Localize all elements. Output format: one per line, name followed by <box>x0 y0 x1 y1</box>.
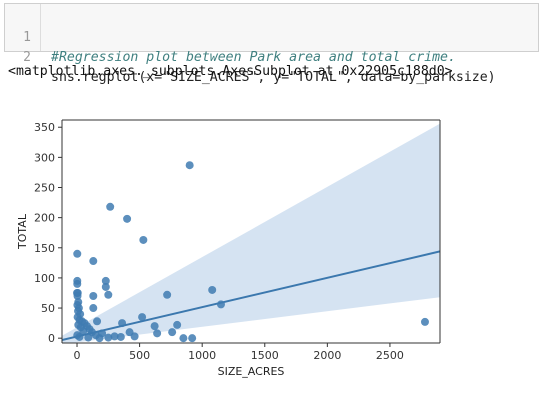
gutter-divider <box>40 4 41 51</box>
data-point <box>101 282 110 291</box>
code-cell[interactable]: 1 #Regression plot between Park area and… <box>4 3 539 85</box>
data-point <box>420 317 429 326</box>
y-tick-label: 0 <box>48 332 55 345</box>
data-point <box>89 291 98 300</box>
y-tick-label: 50 <box>41 302 55 315</box>
confidence-band-layer <box>62 123 440 343</box>
data-point <box>75 332 84 341</box>
data-point <box>185 161 194 170</box>
data-point <box>123 214 132 223</box>
data-point <box>104 333 113 342</box>
y-axis-label: TOTAL <box>16 213 29 250</box>
data-point <box>95 334 104 343</box>
data-point <box>153 329 162 338</box>
y-tick-label: 300 <box>34 151 55 164</box>
data-point <box>208 285 217 294</box>
x-tick-label: 1500 <box>251 349 279 362</box>
scatter-points-layer <box>73 161 429 343</box>
data-point <box>84 333 93 342</box>
data-point <box>89 304 98 313</box>
data-point <box>150 322 159 331</box>
data-point <box>101 276 110 285</box>
data-point <box>216 300 225 309</box>
code-comment[interactable]: #Regression plot between Park area and t… <box>51 50 456 65</box>
code-line: 2 sns.regplot(x="SIZE_ACRES", y="TOTAL",… <box>5 28 538 85</box>
line-number: 1 <box>23 30 31 45</box>
regression-chart: 0 500 1000 1500 2000 2500 0 50 100 150 200 250 300 35… <box>16 119 441 378</box>
data-point <box>130 332 139 341</box>
x-tick-label: 500 <box>129 349 150 362</box>
data-point <box>168 328 177 337</box>
data-point <box>110 332 119 341</box>
x-tick-label: 0 <box>74 349 81 362</box>
y-tick-label: 150 <box>34 242 55 255</box>
data-point <box>73 249 82 258</box>
x-axis-label: SIZE_ACRES <box>218 365 285 378</box>
data-point <box>188 334 197 343</box>
data-point <box>116 332 125 341</box>
data-point <box>139 235 148 244</box>
code-statement[interactable]: sns.regplot(x="SIZE_ACRES", y="TOTAL", d… <box>51 70 496 85</box>
y-tick-label: 100 <box>34 272 55 285</box>
line-number: 2 <box>23 50 31 65</box>
data-point <box>118 319 127 328</box>
data-point <box>173 320 182 329</box>
x-tick-label: 1000 <box>188 349 216 362</box>
y-tick-label: 250 <box>34 182 55 195</box>
data-point <box>79 326 88 335</box>
cell-output-text: <matplotlib.axes._subplots.AxesSubplot a… <box>8 64 453 79</box>
data-point <box>138 313 147 322</box>
x-tick-label: 2000 <box>313 349 341 362</box>
data-point <box>104 290 113 299</box>
y-tick-label: 200 <box>34 212 55 225</box>
confidence-band <box>62 123 440 343</box>
data-point <box>89 257 98 266</box>
data-point <box>106 202 115 211</box>
ticks-layer: 0 500 1000 1500 2000 2500 0 50 100 150 200 250 300 35… <box>34 121 404 362</box>
x-tick-label: 2500 <box>376 349 404 362</box>
data-point <box>93 317 102 326</box>
data-point <box>73 279 82 288</box>
code-line: 1 #Regression plot between Park area and… <box>5 8 538 65</box>
data-point <box>73 291 82 300</box>
data-point <box>179 334 188 343</box>
y-tick-label: 350 <box>34 121 55 134</box>
data-point <box>163 290 172 299</box>
